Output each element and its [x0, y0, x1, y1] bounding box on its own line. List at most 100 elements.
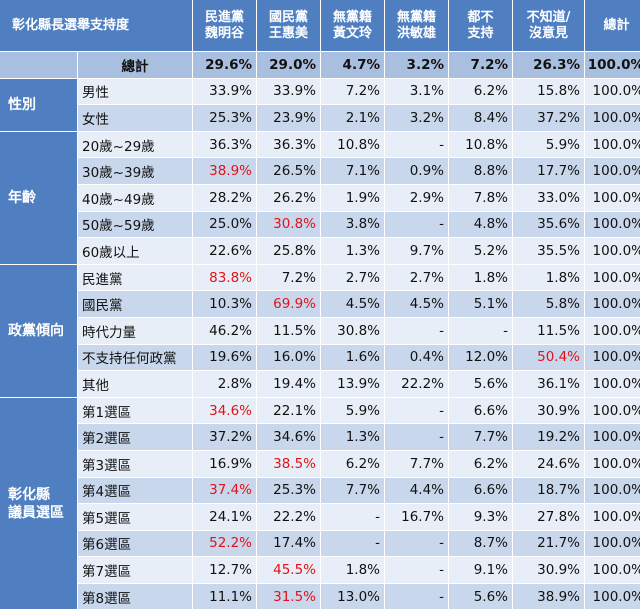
- table-cell: 100.0%: [585, 344, 640, 371]
- table-cell: 19.4%: [257, 371, 320, 397]
- table-cell: 7.7%: [321, 477, 384, 504]
- table-cell: 100.0%: [585, 477, 640, 504]
- table-cell: 69.9%: [257, 291, 320, 317]
- table-cell: 4.4%: [385, 477, 448, 504]
- table-cell: 30.8%: [257, 211, 320, 238]
- row-label: 不支持任何政黨: [78, 344, 192, 371]
- table-cell: 12.7%: [193, 557, 256, 583]
- table-cell: 1.3%: [321, 424, 384, 450]
- table-cell: 100.0%: [585, 424, 640, 450]
- table-cell: 4.5%: [321, 291, 384, 317]
- table-cell: 10.8%: [321, 131, 384, 158]
- table-cell: 24.1%: [193, 504, 256, 530]
- table-cell: 5.2%: [449, 238, 512, 264]
- table-cell: 100.0%: [585, 131, 640, 158]
- table-cell: 8.8%: [449, 158, 512, 184]
- table-cell: 30.8%: [321, 317, 384, 344]
- table-cell: 2.7%: [321, 264, 384, 291]
- table-cell: -: [385, 131, 448, 158]
- group-label: 年齡: [0, 131, 77, 264]
- table-cell: 22.6%: [193, 238, 256, 264]
- table-cell: 100.0%: [585, 317, 640, 344]
- table-cell: 1.3%: [321, 238, 384, 264]
- table-cell: 33.9%: [257, 78, 320, 105]
- table-cell: 21.7%: [513, 530, 584, 557]
- table-cell: 5.1%: [449, 291, 512, 317]
- table-cell: 34.6%: [193, 397, 256, 424]
- table-cell: 2.7%: [385, 264, 448, 291]
- table-cell: 7.1%: [321, 158, 384, 184]
- total-row-value: 100.0%: [585, 52, 640, 78]
- column-header-candidate-1: 民進黨 魏明谷: [193, 0, 256, 51]
- table-cell: 9.1%: [449, 557, 512, 583]
- group-label: 彰化縣 議員選區: [0, 397, 77, 609]
- table-cell: 100.0%: [585, 557, 640, 583]
- table-cell: 18.7%: [513, 477, 584, 504]
- table-cell: 13.9%: [321, 371, 384, 397]
- table-cell: 22.2%: [385, 371, 448, 397]
- table-cell: 8.4%: [449, 105, 512, 131]
- table-cell: 16.7%: [385, 504, 448, 530]
- table-cell: -: [449, 317, 512, 344]
- table-cell: 37.2%: [193, 424, 256, 450]
- table-cell: 19.6%: [193, 344, 256, 371]
- table-cell: 13.0%: [321, 583, 384, 609]
- table-cell: 100.0%: [585, 291, 640, 317]
- table-cell: 100.0%: [585, 105, 640, 131]
- table-cell: 6.6%: [449, 477, 512, 504]
- table-cell: 1.8%: [449, 264, 512, 291]
- row-label: 20歲~29歲: [78, 131, 192, 158]
- table-cell: -: [385, 317, 448, 344]
- table-cell: 9.7%: [385, 238, 448, 264]
- table-cell: 83.8%: [193, 264, 256, 291]
- table-cell: 34.6%: [257, 424, 320, 450]
- table-cell: 100.0%: [585, 184, 640, 211]
- table-cell: 7.2%: [321, 78, 384, 105]
- table-cell: 5.8%: [513, 291, 584, 317]
- table-title: 彰化縣長選舉支持度: [0, 0, 192, 51]
- table-cell: 16.9%: [193, 450, 256, 477]
- table-cell: -: [385, 211, 448, 238]
- total-row-value: 4.7%: [321, 52, 384, 78]
- table-cell: 0.9%: [385, 158, 448, 184]
- table-cell: 6.2%: [449, 78, 512, 105]
- table-cell: 52.2%: [193, 530, 256, 557]
- table-cell: 3.1%: [385, 78, 448, 105]
- table-cell: 33.0%: [513, 184, 584, 211]
- table-cell: 22.2%: [257, 504, 320, 530]
- table-cell: 30.9%: [513, 397, 584, 424]
- table-cell: 7.7%: [449, 424, 512, 450]
- group-label: 政黨傾向: [0, 264, 77, 397]
- table-cell: 11.5%: [513, 317, 584, 344]
- total-row-value: 29.0%: [257, 52, 320, 78]
- table-cell: 2.1%: [321, 105, 384, 131]
- table-cell: 25.3%: [193, 105, 256, 131]
- table-cell: 38.9%: [513, 583, 584, 609]
- table-cell: 4.5%: [385, 291, 448, 317]
- table-cell: 37.4%: [193, 477, 256, 504]
- column-header-unknown: 不知道/沒意見: [513, 0, 584, 51]
- table-cell: 100.0%: [585, 158, 640, 184]
- table-cell: 9.3%: [449, 504, 512, 530]
- table-cell: 16.0%: [257, 344, 320, 371]
- table-cell: 10.8%: [449, 131, 512, 158]
- table-cell: 15.8%: [513, 78, 584, 105]
- table-cell: -: [321, 504, 384, 530]
- table-cell: 36.3%: [193, 131, 256, 158]
- table-cell: 1.8%: [513, 264, 584, 291]
- table-cell: 100.0%: [585, 371, 640, 397]
- table-cell: 7.2%: [257, 264, 320, 291]
- table-cell: 100.0%: [585, 397, 640, 424]
- row-label: 60歲以上: [78, 238, 192, 264]
- table-cell: 25.0%: [193, 211, 256, 238]
- table-cell: 11.5%: [257, 317, 320, 344]
- table-cell: 5.6%: [449, 583, 512, 609]
- table-cell: 6.2%: [449, 450, 512, 477]
- blank-corner: [0, 52, 77, 78]
- table-cell: -: [385, 397, 448, 424]
- table-cell: -: [321, 530, 384, 557]
- column-header-candidate-3: 無黨籍 黃文玲: [321, 0, 384, 51]
- table-cell: 8.7%: [449, 530, 512, 557]
- row-label: 第8選區: [78, 583, 192, 609]
- table-cell: 19.2%: [513, 424, 584, 450]
